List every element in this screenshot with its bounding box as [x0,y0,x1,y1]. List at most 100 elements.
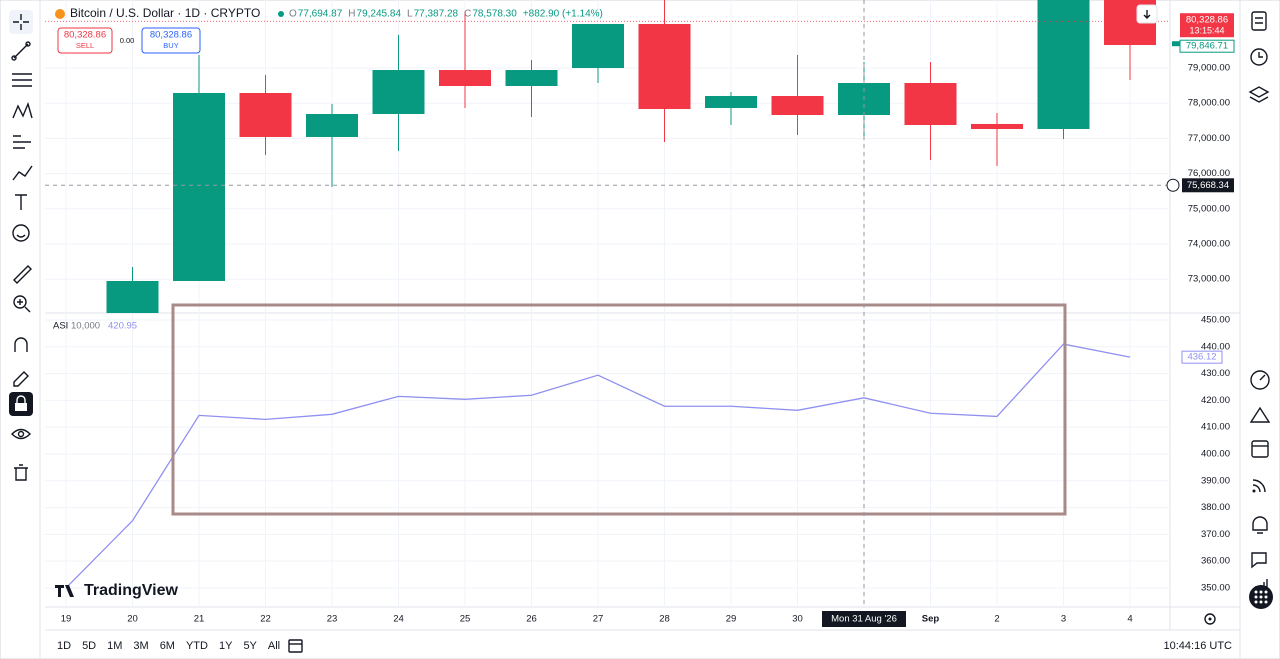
emoji-tool[interactable] [12,224,30,242]
last-price-label: 80,328.86 [1186,15,1228,26]
candle-body [638,24,691,110]
last-price-tag [1180,13,1234,38]
y-tick-label: 410.00 [1201,422,1230,433]
x-tick-label: 23 [327,614,338,625]
chat-button[interactable] [1251,552,1267,569]
draw-mode-tool[interactable] [13,371,29,387]
y-tick-label: 74,000.00 [1188,239,1230,250]
time-range-button[interactable]: 6M [160,640,175,652]
apps-button[interactable] [1249,585,1273,609]
candle-body [173,92,225,282]
sell-price: 80,328.86 [64,30,106,41]
watermark: TradingView [55,582,179,599]
watermark-text: TradingView [84,582,179,599]
y-tick-label: 390.00 [1201,475,1230,486]
market-status [278,11,284,17]
text-tool[interactable] [15,194,27,210]
y-tick-label: 78,000.00 [1188,98,1230,109]
indicator-line [65,343,1131,589]
candle-body [306,114,358,137]
candle-body [505,70,558,86]
notifications-button[interactable] [1252,516,1268,534]
y-tick-label: 400.00 [1201,448,1230,459]
spread: 0.00 [120,36,135,45]
countdown: 13:15:44 [1189,26,1224,36]
indicator-value-tag [1181,350,1223,364]
y-tick-label: 77,000.00 [1188,133,1230,144]
x-tick-label: 19 [61,614,72,625]
ohlc-label: L [407,9,413,20]
ideas-button[interactable] [1249,406,1271,423]
time-range-button[interactable]: 1Y [219,640,233,652]
indicator-name: ASI [53,321,68,332]
lock-tool[interactable] [9,392,33,416]
x-tick-label: 24 [393,614,404,625]
pattern-tool[interactable] [12,101,33,119]
time-range-button[interactable]: YTD [186,640,208,652]
y-tick-label: 370.00 [1201,529,1230,540]
calendar-button[interactable] [1251,440,1269,458]
crosshair-price-label: 75,668.34 [1187,180,1229,191]
add-alert-button[interactable] [1166,178,1180,192]
scroll-button[interactable] [1136,4,1158,24]
ohlc-label: O [289,9,297,20]
time-range-button[interactable]: All [268,640,280,652]
fib-tool[interactable] [12,73,32,87]
x-tick-label: 2 [994,614,999,625]
x-tick-label: 3 [1061,614,1066,625]
buy-button[interactable]: 80,328.86 BUY [141,27,201,54]
sell-button[interactable]: 80,328.86 SELL [57,27,113,54]
y-tick-label: 73,000.00 [1188,274,1230,285]
candle-body [1037,0,1090,130]
x-tick-label: 20 [127,614,138,625]
settings-button[interactable] [1204,613,1216,625]
time-buttons: 1D 5D 1M 3M 6M YTD 1Y 5Y All [57,640,280,652]
brush-tool[interactable] [12,165,33,181]
x-tick-label: 21 [194,614,205,625]
magnet-tool[interactable] [14,337,28,352]
y-tick-label: 380.00 [1201,502,1230,513]
candle-body [572,24,624,69]
visibility-tool[interactable] [11,428,31,440]
ohlc-legend: O 77,694.87 H 79,245.84 L 77,387.28 C 78,578.30 [289,9,517,20]
time-range-button[interactable]: 5D [82,640,96,652]
btc-icon [55,9,65,19]
news-button[interactable] [1252,479,1266,493]
watchlist-button[interactable] [1251,11,1267,31]
candle-body [106,281,159,313]
y-tick-label: 76,000.00 [1188,168,1230,179]
indicator-param: 10,000 [71,321,100,332]
crosshair-date-label: Mon 31 Aug '26 [831,614,897,625]
target-button[interactable] [1250,370,1270,390]
prev-close-label: 79,846.71 [1186,41,1228,52]
y-tick-label: 450.00 [1201,314,1230,325]
time-range-button[interactable]: 3M [133,640,148,652]
x-tick-label: 29 [726,614,737,625]
x-tick-label: 27 [593,614,604,625]
y-tick-label: 350.00 [1201,582,1230,593]
trend-line-tool[interactable] [11,41,31,61]
drawn-rectangle[interactable] [171,303,1067,516]
x-tick-label: Sep [922,614,940,625]
x-tick-label: 25 [460,614,471,625]
ruler-tool[interactable] [13,265,32,284]
time-range-button[interactable]: 1D [57,640,71,652]
forecast-tool[interactable] [13,135,31,149]
crosshair-price-tag [1182,178,1234,193]
time-range-button[interactable]: 5Y [243,640,257,652]
alerts-button[interactable] [1250,48,1268,66]
candle-body [372,70,425,115]
time-range-button[interactable]: 1M [107,640,122,652]
candle-body [771,95,824,115]
layers-button[interactable] [1248,86,1270,103]
zoom-tool[interactable] [13,295,31,313]
sell-label: SELL [76,41,94,50]
delete-tool[interactable] [14,464,28,481]
x-tick-label: 26 [526,614,537,625]
plot-layer [45,0,1170,607]
crosshair-tool[interactable] [9,10,33,34]
goto-date-button[interactable] [288,639,303,653]
x-tick-label: 30 [792,614,803,625]
